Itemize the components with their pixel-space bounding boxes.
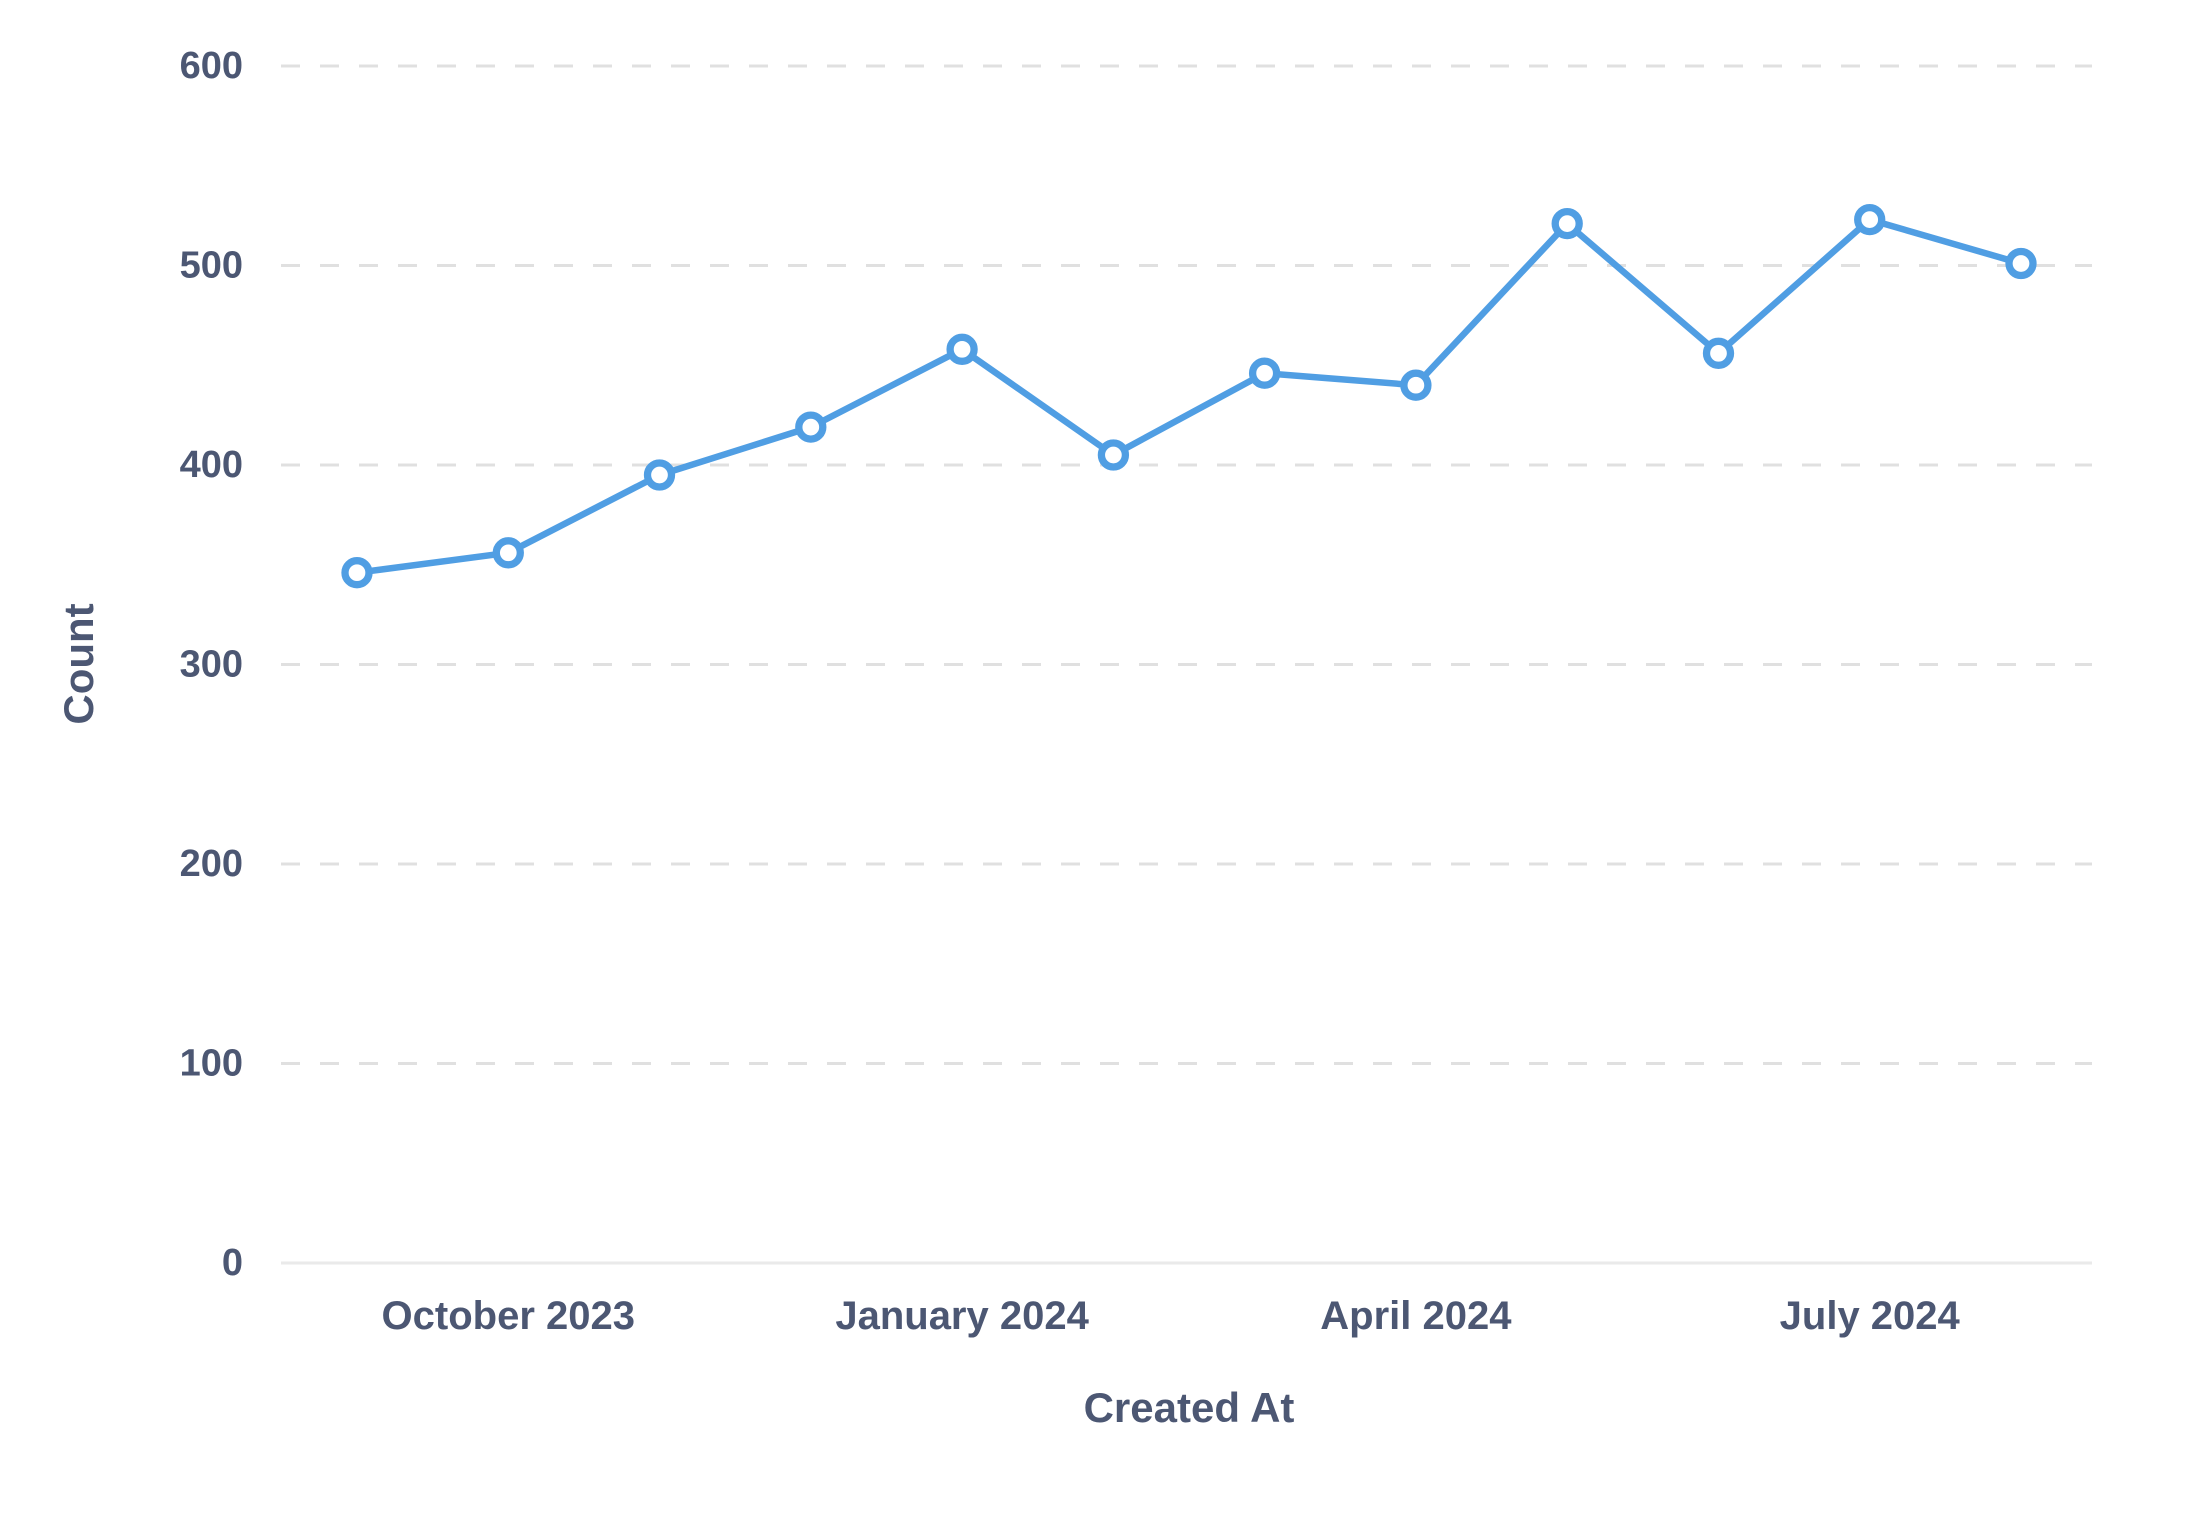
data-point[interactable] [1097,439,1130,471]
x-axis-tick-labels: October 2023 January 2024 April 2024 July 2… [382,1294,1961,1338]
data-point[interactable] [341,557,373,589]
x-tick-label: January 2024 [835,1294,1089,1338]
y-tick-label: 300 [180,644,243,686]
series-line [353,216,2025,576]
data-point[interactable] [1248,357,1281,389]
y-axis-tick-labels: 0 100 200 300 400 500 600 [180,45,243,1284]
data-point[interactable] [1854,203,1886,236]
x-axis-title: Created At [1084,1384,1295,1431]
y-tick-label: 0 [222,1242,243,1284]
data-point[interactable] [1702,337,1735,369]
data-point[interactable] [492,537,524,569]
x-tick-label: April 2024 [1320,1294,1512,1338]
data-point-markers [341,203,2037,589]
x-tick-label: July 2024 [1780,1294,1961,1338]
y-tick-label: 400 [180,444,243,486]
data-point[interactable] [946,333,978,365]
gridlines [281,64,2092,1265]
data-point[interactable] [795,411,827,443]
data-point[interactable] [2005,247,2037,280]
y-tick-label: 600 [180,45,243,87]
x-tick-label: October 2023 [382,1294,635,1338]
data-point[interactable] [1400,369,1432,401]
y-tick-label: 200 [180,843,243,885]
y-axis-title: Count [55,603,102,724]
data-point[interactable] [643,459,676,491]
y-tick-label: 500 [180,245,243,287]
y-tick-label: 100 [180,1043,243,1085]
data-point[interactable] [1551,207,1583,240]
